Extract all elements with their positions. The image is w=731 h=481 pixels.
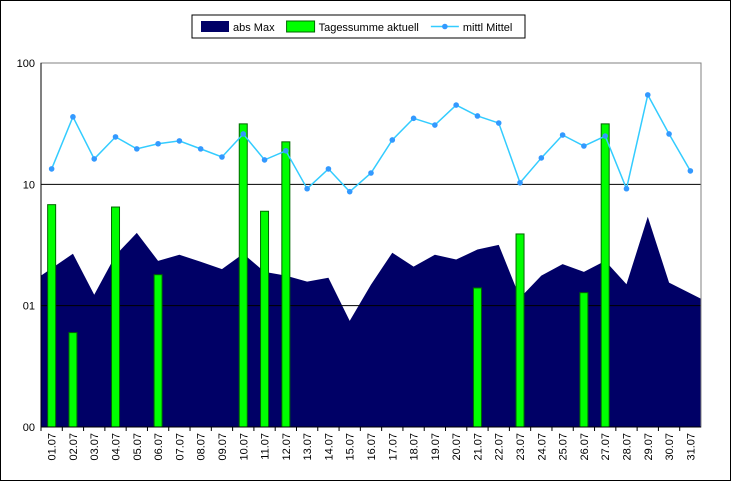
line-point bbox=[91, 156, 98, 162]
bar bbox=[238, 123, 248, 428]
x-tick-label: 30.07 bbox=[664, 433, 676, 461]
bar bbox=[600, 123, 610, 428]
x-tick-label: 05.07 bbox=[132, 433, 144, 461]
x-tick-label: 16.07 bbox=[366, 433, 378, 461]
x-tick-label: 18.07 bbox=[409, 433, 421, 461]
line-point bbox=[70, 114, 76, 120]
x-tick-label: 26.07 bbox=[579, 433, 591, 461]
bar bbox=[47, 204, 57, 428]
bar bbox=[472, 287, 482, 428]
x-tick-label: 12.07 bbox=[281, 433, 293, 461]
x-tick-label: 27.07 bbox=[600, 433, 612, 461]
line-point bbox=[581, 143, 587, 149]
line-point bbox=[48, 166, 55, 172]
line-point bbox=[389, 137, 396, 143]
line-point bbox=[240, 131, 247, 137]
legend-swatch bbox=[286, 20, 316, 33]
legend-swatch bbox=[442, 23, 448, 30]
bar bbox=[260, 210, 270, 428]
legend-label: Tagessumme aktuell bbox=[319, 22, 419, 34]
line-point bbox=[368, 170, 374, 176]
y-tick-label: 01 bbox=[23, 301, 35, 313]
x-tick-label: 13.07 bbox=[302, 433, 314, 461]
x-tick-label: 23.07 bbox=[515, 433, 527, 461]
x-tick-label: 19.07 bbox=[430, 433, 442, 461]
x-tick-label: 31.07 bbox=[685, 433, 697, 461]
x-tick-label: 28.07 bbox=[621, 433, 633, 461]
line-point bbox=[495, 120, 502, 126]
x-tick-label: 14.07 bbox=[323, 433, 335, 461]
line-point bbox=[432, 122, 438, 128]
line-point bbox=[325, 166, 332, 172]
x-tick-label: 22.07 bbox=[494, 433, 506, 461]
x-tick-label: 21.07 bbox=[472, 433, 484, 461]
line-point bbox=[453, 102, 459, 108]
bar bbox=[281, 141, 291, 428]
bar bbox=[515, 233, 525, 428]
line-point bbox=[644, 92, 651, 98]
line-point bbox=[602, 133, 608, 139]
bar bbox=[68, 332, 78, 428]
line-point bbox=[474, 113, 481, 119]
line bbox=[50, 92, 692, 193]
legend-box bbox=[191, 14, 526, 39]
line-point bbox=[687, 168, 694, 174]
y-tick-label: 100 bbox=[17, 58, 35, 70]
line-point bbox=[410, 115, 417, 122]
x-tick-label: 29.07 bbox=[643, 433, 655, 461]
y-tick-label: 10 bbox=[23, 179, 35, 191]
x-tick-label: 06.07 bbox=[153, 433, 165, 461]
x-tick-label: 07.07 bbox=[174, 433, 186, 461]
x-tick-label: 08.07 bbox=[196, 433, 208, 461]
line-point bbox=[559, 132, 566, 138]
area bbox=[41, 216, 701, 427]
bar bbox=[153, 274, 163, 428]
x-tick-label: 10.07 bbox=[238, 433, 250, 461]
x-tick-label: 09.07 bbox=[217, 433, 229, 461]
x-tick-label: 25.07 bbox=[558, 433, 570, 461]
legend-label: mittl Mittel bbox=[463, 22, 513, 34]
line-point bbox=[197, 146, 204, 152]
line-point bbox=[261, 157, 268, 163]
line-point bbox=[112, 134, 119, 140]
x-tick-label: 24.07 bbox=[536, 433, 548, 461]
line-point bbox=[666, 131, 672, 137]
x-tick-label: 15.07 bbox=[345, 433, 357, 461]
line-point bbox=[283, 147, 289, 154]
bar bbox=[579, 292, 589, 428]
bar bbox=[111, 206, 121, 428]
line-point bbox=[134, 146, 140, 152]
y-tick-label: 00 bbox=[23, 422, 35, 434]
line-point bbox=[538, 155, 545, 161]
line-point bbox=[219, 154, 225, 160]
x-tick-label: 11.07 bbox=[260, 433, 272, 460]
line-point bbox=[176, 138, 183, 144]
line-point bbox=[304, 185, 310, 192]
x-tick-label: 01.07 bbox=[47, 433, 59, 461]
x-tick-label: 20.07 bbox=[451, 433, 463, 461]
x-tick-label: 17.07 bbox=[387, 433, 399, 461]
x-tick-label: 04.07 bbox=[111, 433, 123, 461]
x-tick-label: 02.07 bbox=[68, 433, 80, 461]
line-point bbox=[155, 140, 161, 147]
line-point bbox=[517, 179, 523, 186]
legend-swatch bbox=[201, 21, 229, 32]
x-tick-label: 03.07 bbox=[89, 433, 101, 461]
line-point bbox=[346, 188, 353, 195]
legend: abs Max Tagessumme aktuell mittl Mittel bbox=[191, 14, 526, 39]
line-point bbox=[623, 185, 630, 192]
legend-label: abs Max bbox=[233, 22, 275, 34]
